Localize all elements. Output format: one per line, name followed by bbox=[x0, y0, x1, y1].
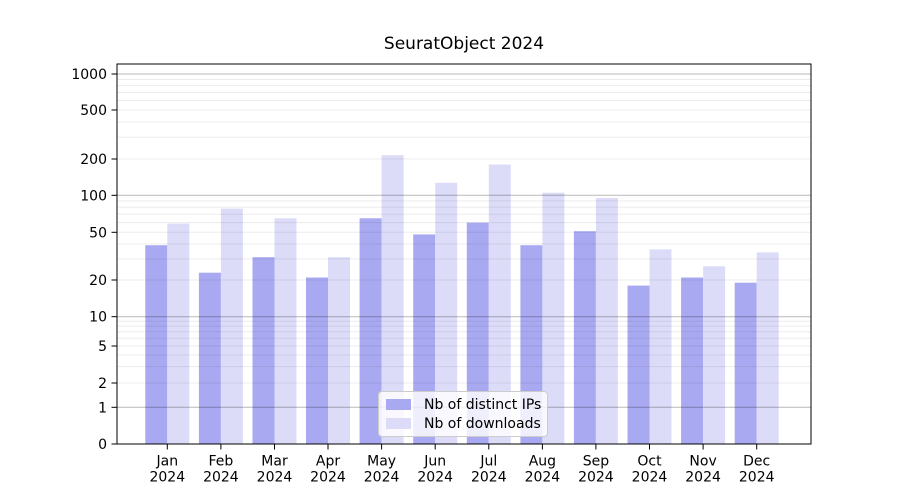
x-tick-label-month: May bbox=[367, 454, 396, 470]
x-tick-label-year: 2024 bbox=[257, 470, 293, 486]
bar bbox=[627, 285, 650, 444]
x-tick-label-month: Apr bbox=[316, 454, 340, 470]
x-tick-label-month: Dec bbox=[743, 454, 770, 470]
legend-label-downloads: Nb of downloads bbox=[424, 415, 541, 432]
x-tick-label-month: Feb bbox=[209, 454, 234, 470]
bars-downloads bbox=[167, 155, 779, 445]
bar bbox=[734, 282, 757, 444]
bar bbox=[573, 231, 596, 444]
y-tick-label: 1 bbox=[98, 400, 107, 416]
x-tick-label-year: 2024 bbox=[685, 470, 721, 486]
x-tick-label-month: Oct bbox=[637, 454, 662, 470]
x-tick-label-year: 2024 bbox=[364, 470, 400, 486]
bar bbox=[252, 257, 275, 444]
x-tick-label-month: Sep bbox=[583, 454, 610, 470]
bar bbox=[328, 257, 350, 444]
legend-swatch-downloads bbox=[386, 418, 411, 429]
bar bbox=[542, 192, 565, 444]
x-tick-label-month: Jul bbox=[479, 454, 497, 470]
y-gridlines bbox=[117, 73, 811, 408]
bar bbox=[595, 198, 618, 444]
x-tick-label-month: Jun bbox=[423, 454, 446, 470]
legend-item-downloads: Nb of downloads bbox=[386, 415, 541, 432]
x-tick-label-year: 2024 bbox=[149, 470, 185, 486]
bar bbox=[220, 208, 243, 444]
legend-item-distinct-ips: Nb of distinct IPs bbox=[386, 396, 541, 413]
x-tick-label-year: 2024 bbox=[578, 470, 614, 486]
x-tick-label-month: Mar bbox=[261, 454, 288, 470]
bar bbox=[359, 218, 382, 444]
y-tick-label: 50 bbox=[89, 225, 107, 241]
chart-title: SeuratObject 2024 bbox=[383, 34, 545, 54]
y-tick-label: 500 bbox=[80, 103, 107, 119]
bar bbox=[649, 249, 672, 444]
bar bbox=[488, 164, 511, 444]
x-tick-label-year: 2024 bbox=[471, 470, 507, 486]
x-tick-label-year: 2024 bbox=[310, 470, 346, 486]
y-tick-label: 5 bbox=[98, 339, 107, 355]
legend-swatch-distinct-ips bbox=[386, 399, 411, 410]
plot-border bbox=[116, 63, 812, 445]
x-axis: Jan2024Feb2024Mar2024Apr2024May2024Jun20… bbox=[149, 444, 775, 486]
bar bbox=[145, 245, 168, 444]
x-tick-label-year: 2024 bbox=[632, 470, 668, 486]
bar bbox=[435, 182, 458, 445]
x-tick-label-year: 2024 bbox=[525, 470, 561, 486]
bar bbox=[756, 252, 779, 444]
x-tick-label-month: Nov bbox=[689, 454, 716, 470]
x-tick-label-year: 2024 bbox=[417, 470, 453, 486]
bar bbox=[681, 277, 704, 444]
bar bbox=[466, 222, 489, 444]
x-tick-label-year: 2024 bbox=[739, 470, 775, 486]
y-tick-label: 10 bbox=[89, 310, 107, 326]
y-tick-label: 1000 bbox=[71, 67, 107, 83]
bar bbox=[306, 277, 328, 444]
x-tick-label-year: 2024 bbox=[203, 470, 239, 486]
y-tick-label: 20 bbox=[89, 273, 107, 289]
y-tick-label: 2 bbox=[98, 376, 107, 392]
bar bbox=[381, 155, 404, 444]
y-axis: 0 1 2 5 10 20 50 100 200 500 1000 bbox=[71, 67, 117, 453]
bars bbox=[145, 155, 779, 445]
y-tick-label: 0 bbox=[98, 437, 107, 453]
x-tick-label-month: Aug bbox=[529, 454, 556, 470]
legend: Nb of distinct IPs Nb of downloads bbox=[378, 391, 548, 437]
bar bbox=[167, 223, 190, 444]
bar bbox=[274, 218, 297, 444]
legend-label-distinct-ips: Nb of distinct IPs bbox=[424, 396, 542, 413]
bar bbox=[198, 272, 221, 444]
y-tick-label: 200 bbox=[80, 152, 107, 168]
y-tick-label: 100 bbox=[80, 188, 107, 204]
x-tick-label-month: Jan bbox=[156, 454, 179, 470]
bar bbox=[703, 266, 726, 444]
